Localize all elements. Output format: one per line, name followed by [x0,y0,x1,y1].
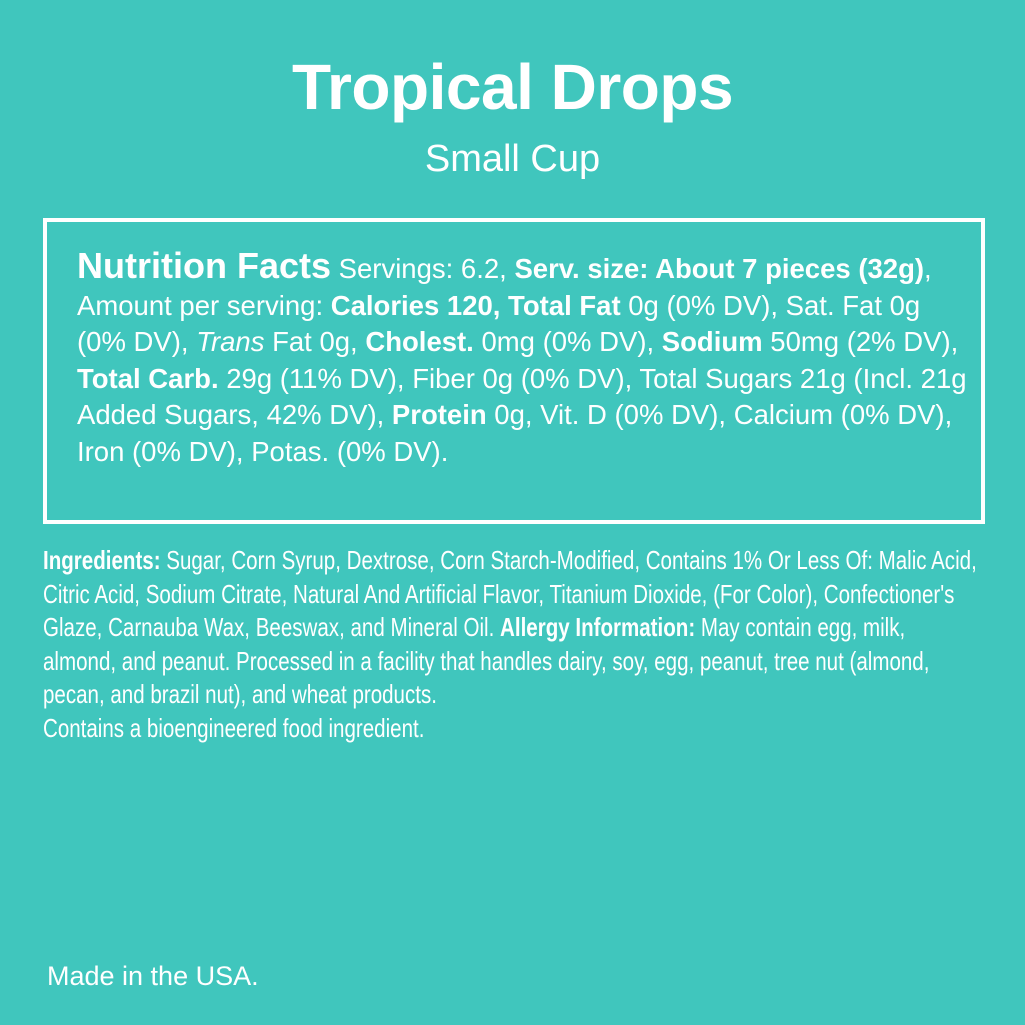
nutrition-segment: Fat 0g, [264,326,366,357]
nutrition-segment: Serv. size: About 7 pieces (32g) [514,253,925,284]
product-size: Small Cup [424,138,601,180]
nutrition-facts-details: Servings: 6.2, Serv. size: About 7 piece… [77,253,967,467]
product-title: Tropical Drops [291,51,734,123]
nutrition-segment: Calories 120, Total Fat [330,289,621,321]
ingredients-segment: Sugar, Corn Syrup, Dextrose, Corn Starch… [43,545,977,643]
ingredients-section: Ingredients: Sugar, Corn Syrup, Dextrose… [43,544,983,746]
nutrition-segment: 0g, Vit. D (0% DV), Calcium (0% DV), Iro… [77,399,953,467]
nutrition-facts-heading: Nutrition Facts [77,245,332,286]
nutrition-segment: 50mg (2% DV), [762,326,959,357]
nutrition-segment: 29g (11% DV), Fiber 0g (0% DV), Total Su… [77,362,967,431]
nutrition-segment: 0g (0% DV), Sat. Fat 0g (0% DV), [77,289,921,358]
ingredients-text: Ingredients: Sugar, Corn Syrup, Dextrose… [43,544,983,712]
ingredients-segment: May contain egg, milk, almond, and peanu… [43,612,930,710]
nutrition-segment: Sodium [661,326,763,357]
nutrition-segment: Protein [391,399,487,430]
nutrition-segment: , Amount per serving: [77,253,932,321]
bioengineered-statement: Contains a bioengineered food ingredient… [43,712,425,743]
ingredients-segment: Allergy Information: [500,612,696,643]
origin-statement: Made in the USA. [47,961,259,991]
ingredients-segment: Ingredients: [43,545,161,575]
nutrition-facts-text: Nutrition Facts Servings: 6.2, Serv. siz… [77,245,967,470]
nutrition-facts-box: Nutrition Facts Servings: 6.2, Serv. siz… [43,218,985,524]
nutrition-segment: Servings: 6.2, [331,253,515,284]
nutrition-segment: Trans [196,326,265,357]
nutrition-segment: Cholest. [365,326,474,357]
nutrition-segment: 0mg (0% DV), [473,326,662,357]
nutrition-segment: Total Carb. [77,362,219,394]
